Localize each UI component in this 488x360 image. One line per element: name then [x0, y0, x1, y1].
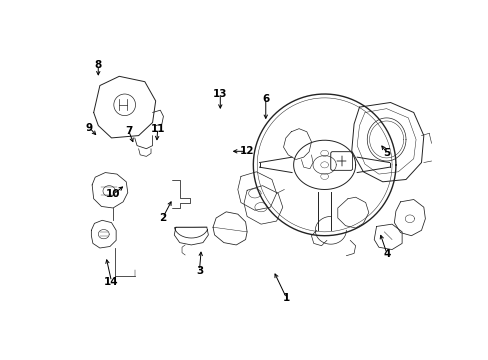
- Text: 9: 9: [86, 123, 93, 133]
- Text: 12: 12: [239, 146, 254, 156]
- Text: 5: 5: [383, 148, 390, 158]
- Text: 2: 2: [159, 213, 166, 223]
- Text: 4: 4: [383, 249, 390, 259]
- Text: 10: 10: [106, 189, 121, 199]
- Text: 3: 3: [195, 266, 203, 275]
- Text: 1: 1: [283, 293, 290, 303]
- Text: 6: 6: [262, 94, 269, 104]
- Text: 7: 7: [124, 126, 132, 135]
- Text: 13: 13: [213, 90, 227, 99]
- Text: 8: 8: [95, 60, 102, 70]
- Text: 11: 11: [150, 123, 164, 134]
- Text: 14: 14: [104, 276, 119, 287]
